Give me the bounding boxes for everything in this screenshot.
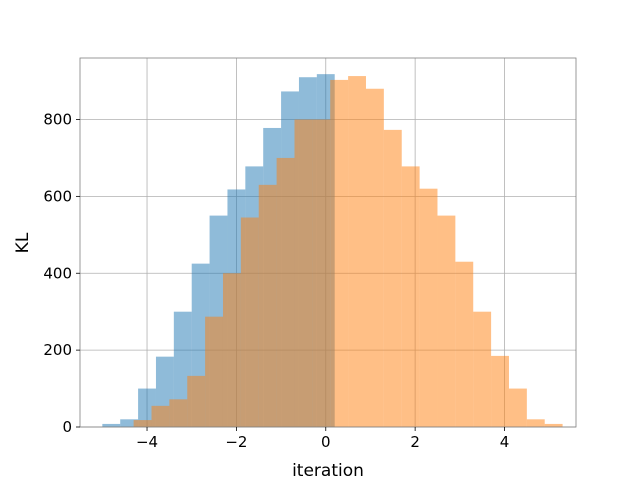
histogram-bar-series-2 [312,119,331,427]
histogram-bar-series-2 [455,261,474,427]
x-tick-label: −4 [136,433,158,451]
histogram-bar-series-2 [383,129,402,428]
histogram-bar-series-2 [348,76,366,428]
histogram-bar-series-2 [205,316,223,427]
y-tick-label: 200 [43,341,72,359]
histogram-bar-series-2 [508,388,527,427]
y-tick-label: 600 [43,187,72,205]
histogram-bar-series-1 [120,419,139,427]
axis-ticks: −4 −2 0 2 4 0 200 400 600 800 [43,111,509,452]
histogram-bar-series-2 [437,215,456,427]
histogram-bar-series-2 [258,184,277,427]
x-tick-label: 4 [500,433,510,451]
histogram-bar-series-2 [169,399,188,427]
histogram-bar-series-2 [526,419,545,427]
x-tick-label: 2 [410,433,420,451]
histogram-bar-series-2 [365,88,384,427]
y-tick-label: 0 [62,418,72,436]
histogram-bar-series-1 [138,388,156,427]
histogram-bar-series-2 [491,355,509,427]
y-tick-label: 800 [43,111,72,129]
histogram-bar-series-1 [102,423,121,427]
histogram-bar-series-2 [330,79,349,428]
histogram-bar-series-2 [419,188,438,427]
x-tick-label: 0 [321,433,331,451]
x-tick-label: −2 [225,433,247,451]
histogram-bar-series-2 [240,217,259,427]
histogram-bar-series-2 [473,311,492,427]
histogram-bar-series-2 [544,423,563,427]
histogram-bars [102,74,563,428]
histogram-bar-series-2 [294,119,313,427]
histogram-bar-series-2 [151,405,170,427]
histogram-bar-series-2 [401,166,420,428]
histogram-bar-series-2 [276,157,295,427]
y-axis-label: KL [13,232,33,253]
axes-frame [79,57,577,428]
histogram-bar-series-2 [187,375,206,427]
y-tick-label: 400 [43,264,72,282]
x-axis-label: iteration [292,461,364,480]
histogram-bar-series-2 [222,273,241,427]
histogram-bar-series-2 [133,420,152,427]
